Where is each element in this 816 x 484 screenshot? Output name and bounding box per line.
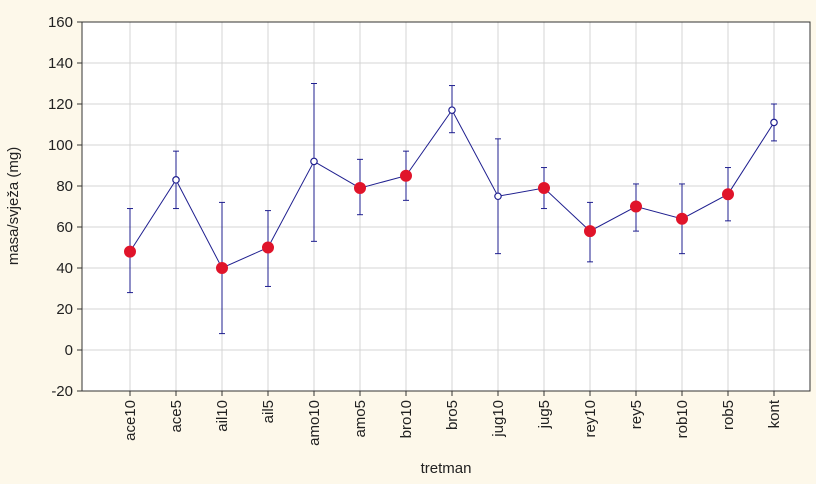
x-tick-label: ail10 xyxy=(214,400,231,432)
x-tick-label: kont xyxy=(766,399,783,428)
x-tick-label: ail5 xyxy=(260,400,277,423)
plot-frame xyxy=(81,21,811,392)
data-point xyxy=(354,182,366,195)
x-tick-label: ace10 xyxy=(122,400,139,441)
data-point xyxy=(310,157,318,166)
y-tick-label: 20 xyxy=(56,301,73,318)
x-axis: ace10 ace5 ail10 ail5 amo10 amo5 bro10 bro5 jug1… xyxy=(122,391,783,446)
y-tick-label: -20 xyxy=(51,383,73,400)
x-tick-label: bro5 xyxy=(444,400,461,430)
data-point xyxy=(584,225,596,238)
data-points xyxy=(124,106,778,274)
y-tick-label: 100 xyxy=(48,137,73,154)
x-tick-label: bro10 xyxy=(398,400,415,438)
y-tick-label: 120 xyxy=(48,96,73,113)
x-axis-title: tretman xyxy=(421,460,472,477)
x-tick-label: jug5 xyxy=(536,400,553,429)
data-point xyxy=(448,106,456,114)
y-tick-label: 40 xyxy=(56,260,73,277)
x-tick-label: jug10 xyxy=(490,400,507,438)
y-axis-title: masa/svježa (mg) xyxy=(5,147,22,265)
data-point xyxy=(494,192,502,201)
data-point xyxy=(216,262,228,274)
data-point xyxy=(770,118,778,127)
data-point xyxy=(124,245,136,258)
data-point xyxy=(676,212,688,225)
y-axis: -20 0 20 40 60 80 100 120 140 160 xyxy=(48,14,82,400)
y-tick-label: 160 xyxy=(48,14,73,31)
data-point xyxy=(722,188,734,201)
x-tick-label: ace5 xyxy=(168,400,185,433)
x-tick-label: rob10 xyxy=(674,400,691,438)
y-tick-label: 0 xyxy=(65,342,73,359)
x-tick-label: amo5 xyxy=(352,400,369,438)
x-tick-label: rey5 xyxy=(628,400,645,429)
y-tick-label: 80 xyxy=(56,178,73,195)
y-tick-label: 140 xyxy=(48,55,73,72)
x-tick-label: rey10 xyxy=(582,400,599,438)
y-tick-label: 60 xyxy=(56,219,73,236)
data-point xyxy=(630,200,642,213)
data-point xyxy=(538,182,550,195)
data-point xyxy=(262,241,274,254)
x-tick-label: rob5 xyxy=(720,400,737,430)
x-tick-label: amo10 xyxy=(306,400,323,446)
plot-area xyxy=(82,22,810,391)
data-point xyxy=(172,176,180,184)
data-point xyxy=(400,169,412,182)
